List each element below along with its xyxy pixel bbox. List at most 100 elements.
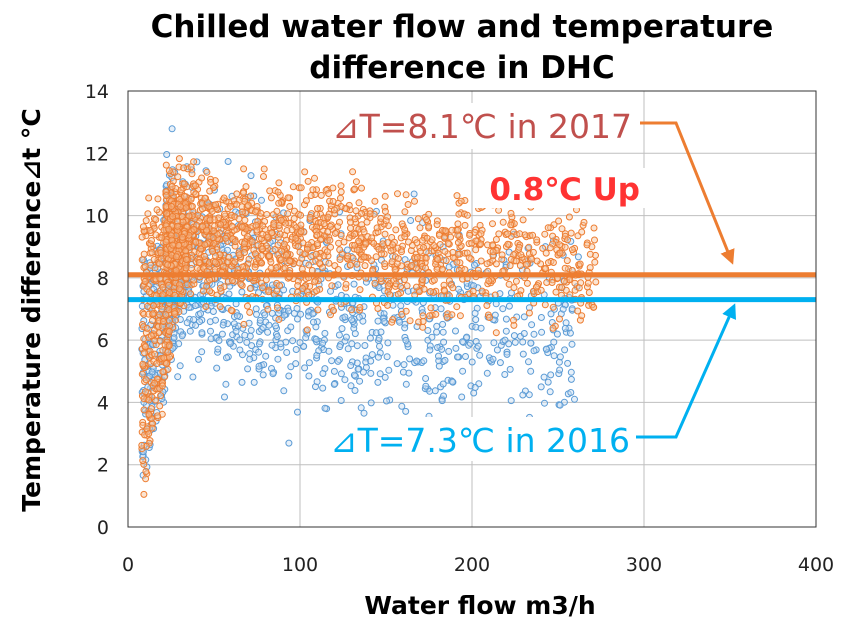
x-tick-label: 300 (626, 554, 662, 576)
data-point (213, 364, 221, 372)
data-point (355, 237, 363, 245)
data-point (427, 288, 434, 295)
data-point (138, 302, 146, 310)
increase-label: 0.8℃ Up (489, 172, 640, 208)
data-point (433, 328, 441, 336)
data-point (380, 318, 388, 325)
data-point (416, 224, 424, 232)
x-tick-label: 400 (798, 554, 834, 576)
data-point (527, 339, 535, 347)
data-point (433, 221, 441, 229)
data-point (254, 241, 262, 249)
data-point (556, 353, 564, 361)
data-point (147, 405, 155, 413)
data-point (237, 280, 245, 288)
data-point (206, 187, 214, 195)
data-point (361, 262, 369, 270)
data-point (143, 324, 151, 332)
data-point (152, 216, 160, 224)
data-point (182, 264, 190, 272)
data-point (301, 364, 309, 372)
data-point (142, 376, 150, 384)
data-point (403, 282, 411, 290)
data-point (158, 305, 166, 313)
data-point (304, 177, 312, 185)
data-point (584, 279, 592, 287)
data-point (489, 248, 497, 256)
data-point (145, 194, 153, 202)
data-point (381, 230, 389, 238)
data-point (142, 468, 150, 475)
data-point (145, 396, 153, 404)
data-point (426, 312, 434, 320)
data-point (207, 178, 215, 186)
data-point (555, 358, 563, 366)
data-point (492, 236, 500, 243)
data-point (543, 279, 551, 286)
data-point (440, 233, 448, 241)
data-point (305, 372, 313, 380)
data-point (162, 161, 170, 169)
data-point (541, 230, 549, 238)
data-point (472, 316, 480, 324)
data-point (157, 255, 165, 263)
data-point (159, 318, 167, 325)
data-point (248, 238, 256, 246)
data-point (141, 263, 149, 270)
data-point (525, 304, 533, 312)
data-point (455, 210, 463, 218)
data-point (246, 285, 254, 292)
data-point (360, 253, 368, 261)
data-point (303, 245, 311, 253)
data-point (419, 323, 427, 331)
data-point (336, 246, 344, 254)
data-point (441, 356, 449, 364)
data-point (394, 190, 401, 198)
data-point (177, 186, 185, 194)
data-point (297, 211, 305, 219)
data-point (381, 192, 389, 200)
data-point (139, 360, 147, 368)
data-point (438, 397, 446, 405)
data-point (383, 397, 390, 405)
data-point (197, 310, 204, 318)
data-point (313, 211, 321, 219)
data-point (567, 389, 575, 396)
data-point (305, 359, 313, 367)
data-point (455, 285, 463, 293)
data-point (566, 329, 574, 337)
data-point (350, 280, 358, 288)
data-point (489, 241, 497, 249)
data-point (592, 278, 600, 286)
data-point (277, 256, 285, 264)
data-point (348, 340, 356, 348)
data-point (302, 197, 310, 205)
data-point (542, 265, 550, 273)
data-point (222, 234, 230, 242)
data-point (359, 368, 367, 376)
data-point (530, 330, 538, 338)
data-point (591, 236, 598, 244)
data-point (540, 373, 548, 381)
data-point (388, 318, 396, 326)
data-point (590, 224, 598, 232)
data-point (232, 327, 240, 335)
data-point (510, 316, 517, 324)
data-point (157, 249, 165, 257)
data-point (276, 230, 284, 238)
data-point (411, 291, 419, 299)
data-point (303, 326, 311, 334)
data-point (411, 197, 418, 205)
data-point (493, 346, 501, 354)
data-point (264, 328, 272, 336)
data-point (274, 304, 281, 312)
data-point (373, 224, 381, 232)
data-point (519, 216, 527, 224)
data-point (310, 318, 317, 326)
data-point (351, 215, 359, 223)
data-point (383, 353, 391, 361)
data-point (491, 311, 499, 319)
data-point (437, 305, 445, 313)
data-point (285, 307, 292, 315)
data-point (148, 249, 156, 256)
